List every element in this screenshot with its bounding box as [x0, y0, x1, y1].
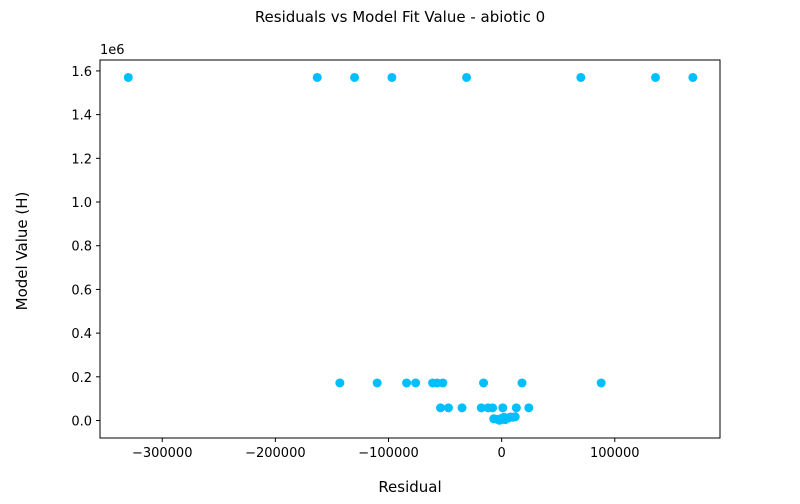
x-tick-label: 100000 [590, 446, 640, 461]
y-tick-label: 1.6 [71, 65, 92, 80]
data-point [524, 403, 534, 413]
y-tick-label: 0.8 [71, 240, 92, 255]
y-axis-label: Model Value (H) [13, 192, 31, 311]
data-points [123, 72, 698, 425]
data-point [576, 72, 586, 82]
data-point [462, 72, 472, 82]
chart-title: Residuals vs Model Fit Value - abiotic 0 [255, 8, 545, 26]
data-point [517, 378, 527, 388]
data-point [479, 378, 489, 388]
data-point [387, 72, 397, 82]
data-point [438, 378, 448, 388]
data-point [596, 378, 606, 388]
x-tick-label: −100000 [358, 446, 419, 461]
data-point [511, 403, 521, 413]
x-tick-label: −300000 [132, 446, 193, 461]
data-point [350, 72, 360, 82]
data-point [123, 72, 133, 82]
data-point [411, 378, 421, 388]
data-point [688, 72, 698, 82]
x-tick-label: 0 [498, 446, 506, 461]
data-point [402, 378, 412, 388]
y-tick-label: 0.4 [71, 327, 92, 342]
y-tick-label: 1.0 [71, 196, 92, 211]
data-point [443, 403, 453, 413]
plot-frame [99, 59, 721, 439]
data-point [436, 403, 446, 413]
data-point [476, 403, 486, 413]
y-axis: 0.0 0.2 0.4 0.6 0.8 1.0 1.2 1.4 1.6 [71, 65, 100, 430]
data-point [372, 378, 382, 388]
x-tick-label: −200000 [245, 446, 306, 461]
data-point [498, 403, 508, 413]
y-tick-label: 0.6 [71, 283, 92, 298]
data-point [500, 415, 510, 425]
x-axis-label: Residual [378, 478, 441, 496]
x-axis: −300000 −200000 −100000 0 100000 [132, 438, 640, 461]
data-point [510, 412, 520, 422]
data-point [457, 403, 467, 413]
data-point [312, 72, 322, 82]
y-axis-offset-label: 1e6 [100, 43, 125, 58]
y-tick-label: 1.4 [71, 109, 92, 124]
y-tick-label: 0.2 [71, 371, 92, 386]
y-tick-label: 1.2 [71, 152, 92, 167]
data-point [651, 72, 661, 82]
data-point [488, 403, 498, 413]
y-tick-label: 0.0 [71, 415, 92, 430]
data-point [335, 378, 345, 388]
